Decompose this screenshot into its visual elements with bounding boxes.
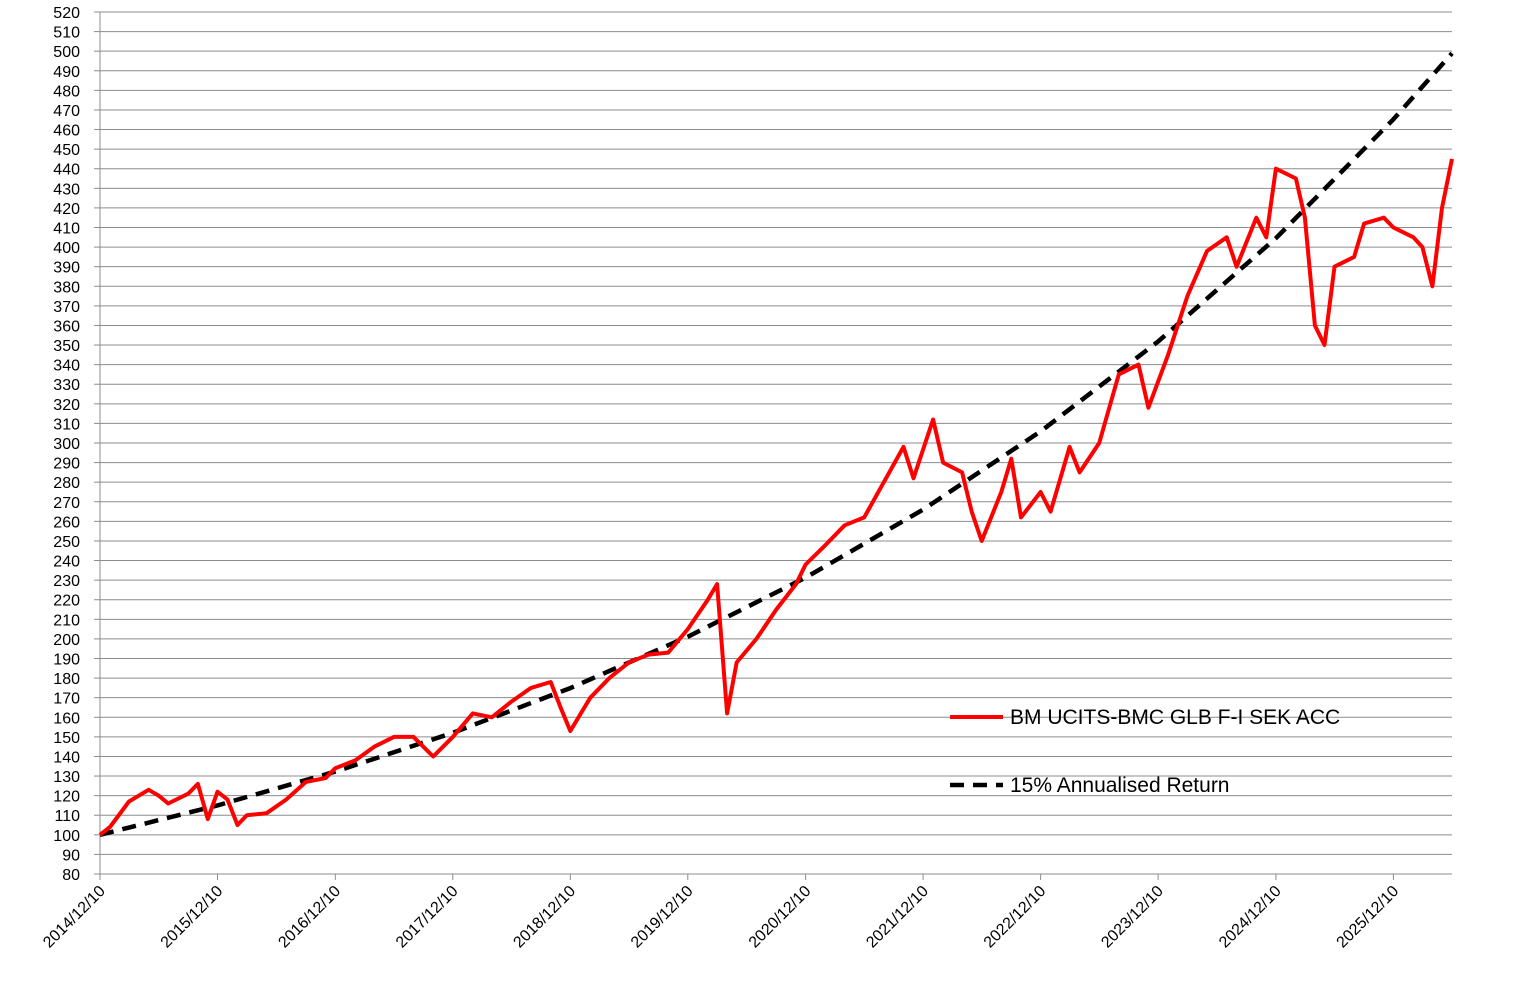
x-tick-label: 2022/12/10 xyxy=(981,883,1050,952)
y-tick-label: 220 xyxy=(53,593,80,610)
y-tick-label: 260 xyxy=(53,514,80,531)
y-tick-label: 170 xyxy=(53,691,80,708)
x-tick-label: 2018/12/10 xyxy=(510,883,579,952)
y-tick-label: 350 xyxy=(53,338,80,355)
y-tick-label: 210 xyxy=(53,612,80,629)
y-tick-label: 470 xyxy=(53,103,80,120)
y-tick-label: 140 xyxy=(53,749,80,766)
y-tick-label: 450 xyxy=(53,142,80,159)
x-tick-label: 2017/12/10 xyxy=(393,883,462,952)
y-tick-label: 230 xyxy=(53,573,80,590)
y-tick-label: 200 xyxy=(53,632,80,649)
series-line xyxy=(99,51,1454,837)
legend-label: 15% Annualised Return xyxy=(1010,774,1230,797)
y-tick-label: 410 xyxy=(53,221,80,238)
y-tick-label: 440 xyxy=(53,162,80,179)
x-tick-label: 2015/12/10 xyxy=(158,883,227,952)
y-tick-label: 270 xyxy=(53,495,80,512)
x-tick-label: 2025/12/10 xyxy=(1334,883,1403,952)
y-tick-label: 110 xyxy=(54,808,80,825)
y-tick-label: 320 xyxy=(53,397,80,414)
y-tick-label: 520 xyxy=(53,5,80,22)
y-tick-label: 360 xyxy=(53,318,80,335)
y-tick-label: 370 xyxy=(53,299,80,316)
y-tick-label: 480 xyxy=(53,83,80,100)
y-tick-label: 340 xyxy=(53,358,80,375)
y-tick-label: 90 xyxy=(62,847,80,864)
legend: BM UCITS-BMC GLB F-I SEK ACC 15% Annualis… xyxy=(950,706,1340,797)
x-tick-label: 2016/12/10 xyxy=(275,883,344,952)
y-tick-label: 80 xyxy=(62,867,80,884)
x-tick-label: 2024/12/10 xyxy=(1216,883,1285,952)
x-tick-label: 2020/12/10 xyxy=(746,883,815,952)
y-tick-label: 280 xyxy=(53,475,80,492)
series-line xyxy=(98,158,1454,837)
y-tick-label: 130 xyxy=(53,769,80,786)
x-tick-label: 2021/12/10 xyxy=(863,883,932,952)
y-tick-label: 180 xyxy=(53,671,80,688)
y-tick-label: 150 xyxy=(53,730,80,747)
y-tick-label: 300 xyxy=(53,436,80,453)
y-tick-label: 160 xyxy=(53,710,80,727)
y-tick-label: 250 xyxy=(53,534,80,551)
y-tick-label: 380 xyxy=(53,279,80,296)
y-tick-label: 120 xyxy=(53,789,80,806)
y-tick-label: 390 xyxy=(53,260,80,277)
x-tick-label: 2019/12/10 xyxy=(628,883,697,952)
y-tick-label: 490 xyxy=(53,64,80,81)
y-tick-label: 400 xyxy=(53,240,80,257)
y-tick-label: 310 xyxy=(53,416,80,433)
y-tick-label: 420 xyxy=(53,201,80,218)
y-tick-label: 500 xyxy=(53,44,80,61)
y-tick-label: 460 xyxy=(53,123,80,140)
y-tick-label: 330 xyxy=(53,377,80,394)
y-tick-label: 430 xyxy=(53,181,80,198)
x-tick-label: 2023/12/10 xyxy=(1098,883,1167,952)
y-tick-label: 100 xyxy=(53,828,80,845)
y-tick-label: 240 xyxy=(53,554,80,571)
y-tick-label: 510 xyxy=(53,25,80,42)
legend-label: BM UCITS-BMC GLB F-I SEK ACC xyxy=(1010,706,1340,729)
y-tick-label: 290 xyxy=(53,456,80,473)
y-tick-label: 190 xyxy=(53,652,80,669)
x-tick-label: 2014/12/10 xyxy=(40,883,109,952)
